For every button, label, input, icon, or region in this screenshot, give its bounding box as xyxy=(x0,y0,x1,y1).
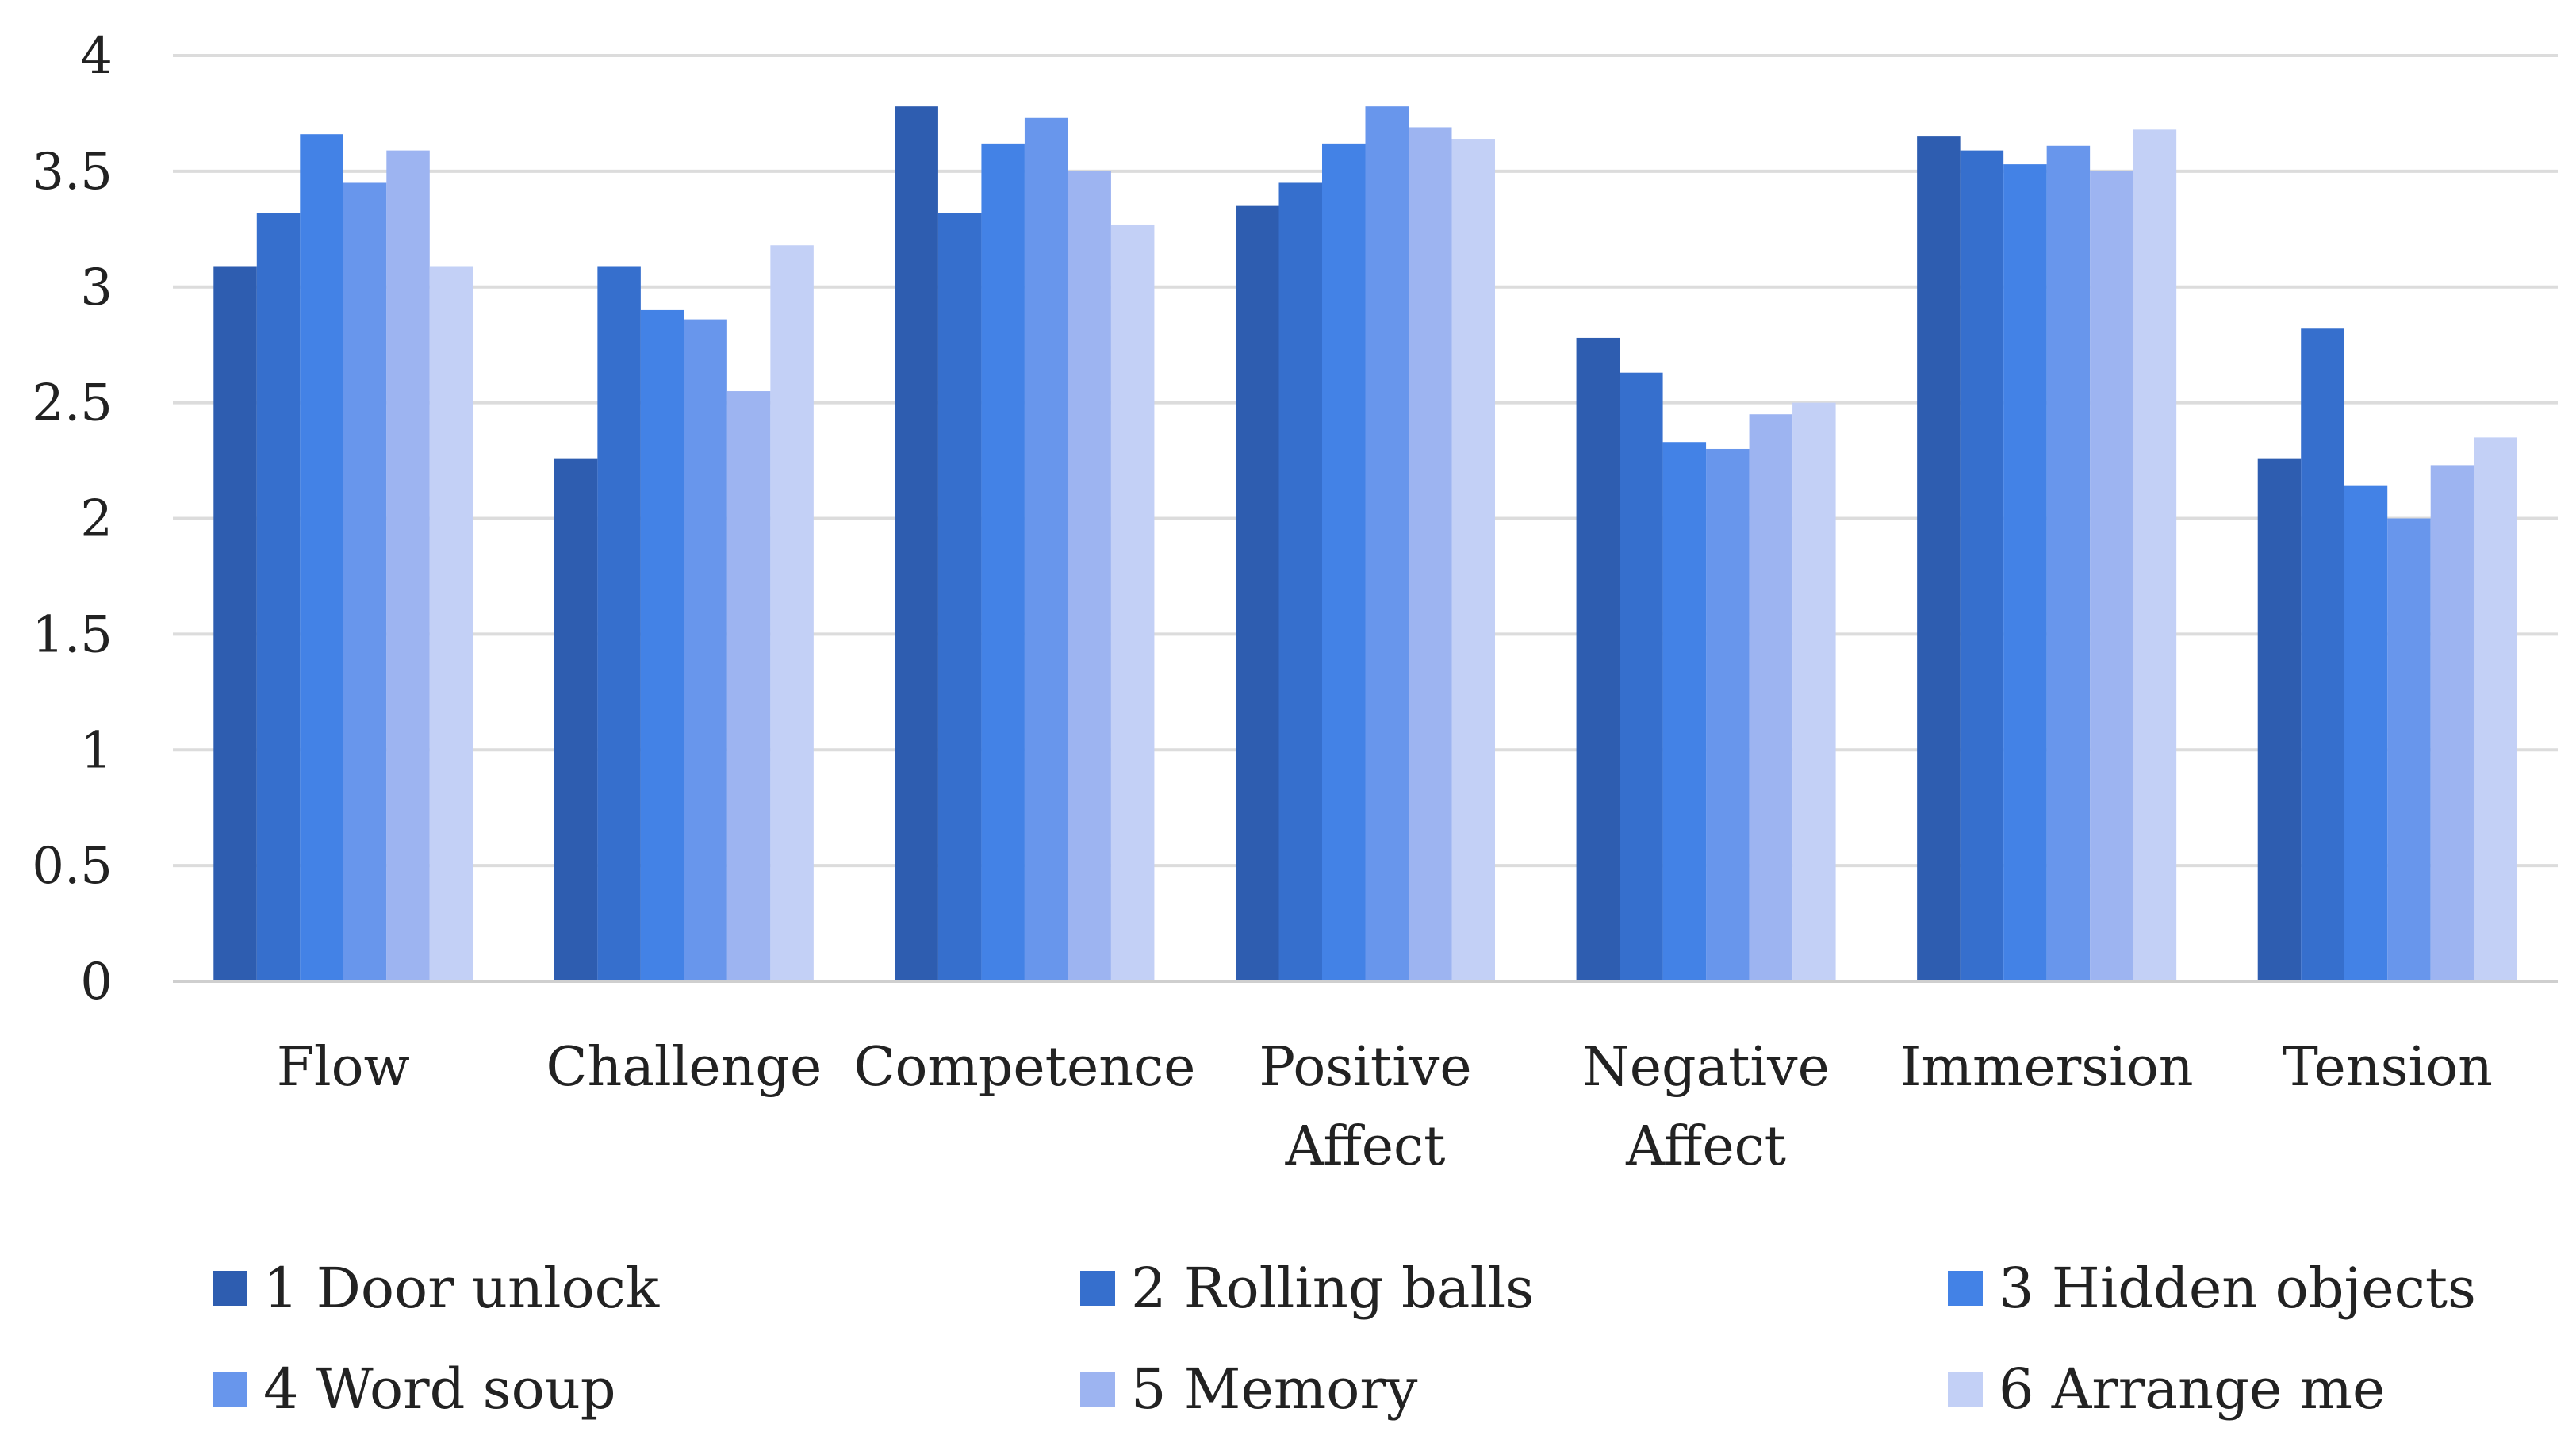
bar xyxy=(300,134,343,981)
bar xyxy=(597,266,641,981)
x-tick-label: Competence xyxy=(853,1036,1195,1099)
bar xyxy=(1451,139,1495,981)
bar xyxy=(2387,518,2431,981)
legend-swatch xyxy=(1948,1372,1983,1407)
bar xyxy=(770,245,814,981)
legend-label: 6 Arrange me xyxy=(1999,1357,2385,1422)
y-tick-label: 3 xyxy=(80,259,113,317)
legend-label: 1 Door unlock xyxy=(263,1256,660,1321)
bar xyxy=(1917,136,1961,981)
bar xyxy=(2090,171,2133,981)
legend-swatch xyxy=(1948,1271,1983,1306)
bar xyxy=(1322,143,1366,982)
bar xyxy=(1110,224,1155,981)
bar xyxy=(1662,442,1707,981)
x-axis: Flow Challenge Competence Positive Affect Neg… xyxy=(173,980,2558,1178)
legend-label: 2 Rolling balls xyxy=(1131,1256,1534,1321)
bar xyxy=(1749,414,1793,981)
bar xyxy=(895,106,938,981)
x-tick-label: Tension xyxy=(2282,1036,2493,1099)
y-axis-ticks: 0 0.5 1 1.5 2 2.5 3 3.5 4 xyxy=(32,27,113,1011)
bar xyxy=(1960,150,2004,982)
bar xyxy=(1365,106,1409,981)
bar xyxy=(684,319,727,982)
bar xyxy=(2003,164,2047,981)
bar xyxy=(1706,448,1750,981)
x-tick-label: Positive Affect xyxy=(1259,1036,1471,1178)
bar xyxy=(1278,182,1322,981)
bars xyxy=(213,106,2517,982)
bar xyxy=(1024,117,1068,982)
bar xyxy=(1409,127,1452,981)
bar xyxy=(2046,145,2091,982)
bar xyxy=(2344,485,2388,981)
bar xyxy=(1236,205,1279,981)
bar xyxy=(2301,328,2344,981)
y-tick-label: 1 xyxy=(80,721,113,780)
bar xyxy=(1620,372,1663,981)
legend-swatch xyxy=(1080,1271,1115,1306)
bar xyxy=(343,182,387,981)
legend: 1 Door unlock 2 Rolling balls 3 Hidden obj… xyxy=(213,1256,2476,1422)
bar xyxy=(981,143,1025,982)
bar xyxy=(1792,402,1836,981)
y-tick-label: 2 xyxy=(80,490,113,549)
x-tick-label: Immersion xyxy=(1900,1036,2194,1099)
legend-label: 3 Hidden objects xyxy=(1999,1256,2476,1321)
legend-swatch xyxy=(213,1271,247,1306)
bar xyxy=(213,266,257,981)
y-tick-label: 4 xyxy=(80,27,113,86)
bar xyxy=(554,458,598,981)
bar xyxy=(640,309,684,981)
y-tick-label: 3.5 xyxy=(32,143,113,201)
bar xyxy=(1576,337,1620,981)
legend-label: 5 Memory xyxy=(1131,1357,1418,1422)
y-tick-label: 0.5 xyxy=(32,837,113,896)
bar xyxy=(2474,437,2517,981)
bar xyxy=(256,213,301,981)
legend-label: 4 Word soup xyxy=(263,1357,616,1422)
y-tick-label: 1.5 xyxy=(32,605,113,664)
bar xyxy=(429,266,473,981)
y-tick-label: 0 xyxy=(80,953,113,1011)
y-tick-label: 2.5 xyxy=(32,374,113,433)
x-tick-label: Negative Affect xyxy=(1582,1036,1830,1178)
bar xyxy=(2257,458,2302,981)
bar xyxy=(2133,129,2177,982)
x-tick-label: Flow xyxy=(277,1036,410,1099)
legend-swatch xyxy=(213,1372,247,1407)
x-tick-label: Challenge xyxy=(546,1036,822,1099)
bar xyxy=(1068,171,1111,981)
bar xyxy=(2430,465,2474,981)
bar xyxy=(937,213,982,981)
bar xyxy=(726,391,771,982)
bar xyxy=(386,150,430,982)
legend-swatch xyxy=(1080,1372,1115,1407)
